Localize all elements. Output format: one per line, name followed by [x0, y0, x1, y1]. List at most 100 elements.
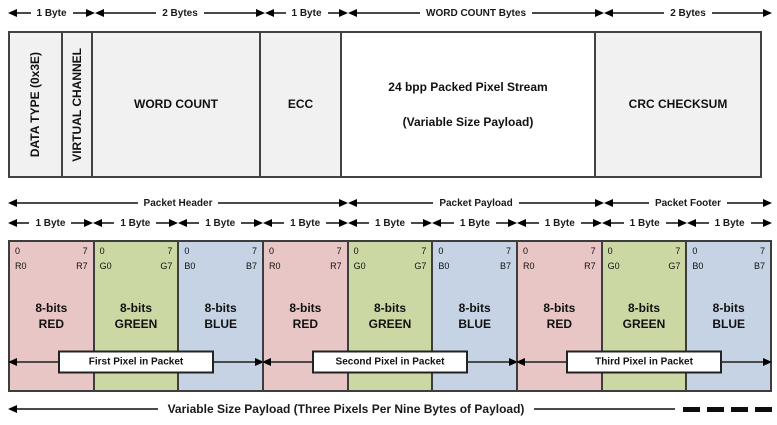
arrowhead-left-icon [347, 219, 357, 227]
byte-box-red: 0 7 R0 R7 8-bits RED [8, 240, 95, 392]
field-label: VIRTUAL CHANNEL [69, 47, 84, 162]
byte-channel-label: 8-bits RED [289, 301, 322, 332]
pixel-caption: Second Pixel in Packet [312, 350, 468, 374]
arrowhead-left-icon [8, 199, 17, 207]
bit-index-right: 7 [506, 246, 512, 256]
bit-index-left: 0 [438, 246, 444, 256]
signal-bit-right: G7 [414, 261, 427, 271]
section-label: Packet Footer [654, 197, 722, 209]
variable-payload-arrow: Variable Size Payload (Three Pixels Per … [8, 401, 772, 417]
bit-index-left: 0 [15, 246, 21, 256]
signal-bit-left: R0 [269, 261, 281, 271]
byte-label: 1 Byte [290, 217, 321, 229]
arrowhead-left-icon [177, 219, 187, 227]
arrowhead-right-icon [508, 219, 518, 227]
bit-index-left: 0 [184, 246, 190, 256]
arrowhead-right-icon [763, 199, 773, 207]
signal-bit-left: R0 [523, 261, 535, 271]
bit-index-right: 7 [675, 246, 681, 256]
arrowhead-right-icon [595, 199, 604, 207]
byte-label: 1 Byte [35, 217, 66, 229]
signal-bit-right: B7 [246, 261, 258, 271]
arrowhead-right-icon [168, 219, 178, 227]
byte-arrow: 1 Byte [687, 216, 773, 230]
arrowhead-left-icon [432, 219, 442, 227]
byte-arrow: 1 Byte [8, 216, 93, 230]
signal-bit-left: G0 [99, 261, 112, 271]
byte-channel-label: 8-bits GREEN [622, 301, 666, 332]
byte-channel-label: 8-bits GREEN [114, 301, 158, 332]
signal-bit-left: G0 [353, 261, 366, 271]
arrowhead-left-icon [687, 219, 697, 227]
bit-index-left: 0 [607, 246, 613, 256]
arrowhead-left-icon [516, 358, 525, 366]
bit-index-left: 0 [692, 246, 698, 256]
arrowhead-right-icon [338, 219, 348, 227]
signal-bit-right: R7 [76, 261, 88, 271]
arrowhead-left-icon [348, 9, 357, 17]
byte-arrow: 1 Byte [517, 216, 603, 230]
pixel-group-second: 0 7 R0 R7 8-bits RED 0 7 G0 G7 8-bits GREEN 0 7… [262, 240, 519, 392]
arrowhead-right-icon [593, 219, 603, 227]
signal-bit-right: G7 [668, 261, 681, 271]
byte-label: 1 Byte [544, 217, 575, 229]
byte-label: 1 Byte [375, 217, 406, 229]
pixel-caption: First Pixel in Packet [58, 350, 214, 374]
arrowhead-left-icon [262, 219, 272, 227]
section-arrow-header: Packet Header [8, 196, 348, 210]
dimension-arrow: 1 Byte [8, 6, 96, 20]
bit-index-left: 0 [353, 246, 359, 256]
dimension-arrow: 1 Byte [265, 6, 349, 20]
dimension-arrow: 2 Bytes [95, 6, 266, 20]
field-label: WORD COUNT [134, 97, 218, 111]
field-ecc: ECC [259, 31, 342, 178]
pixel-span-arrow: First Pixel in Packet [8, 349, 264, 375]
continuation-dashes-icon [683, 406, 772, 412]
section-label: Packet Payload [439, 197, 513, 209]
arrowhead-right-icon [509, 358, 518, 366]
dimension-label: 2 Bytes [162, 7, 198, 19]
arrowhead-left-icon [262, 358, 271, 366]
bit-index-right: 7 [421, 246, 427, 256]
pixel-span-arrow: Second Pixel in Packet [262, 349, 518, 375]
signal-bit-right: G7 [160, 261, 173, 271]
pixel-group-third: 0 7 R0 R7 8-bits RED 0 7 G0 G7 8-bits GREEN 0 7… [516, 240, 773, 392]
bit-index-right: 7 [82, 246, 88, 256]
pixel-caption: Third Pixel in Packet [566, 350, 722, 374]
section-arrow-payload: Packet Payload [348, 196, 604, 210]
arrowhead-left-icon [95, 9, 104, 17]
packet-fields-row: DATA TYPE (0x3E) VIRTUAL CHANNEL WORD CO… [8, 31, 772, 178]
byte-arrow: 1 Byte [262, 216, 348, 230]
byte-channel-label: 8-bits GREEN [368, 301, 412, 332]
field-data-type: DATA TYPE (0x3E) [8, 31, 63, 178]
dimension-label: 1 Byte [36, 7, 67, 19]
top-byte-arrows-row: 1 Byte 2 Bytes 1 Byte WORD COUNT Bytes 2… [8, 6, 773, 20]
field-label: CRC CHECKSUM [628, 97, 728, 111]
field-label: 24 bpp Packed Pixel Stream [388, 79, 548, 94]
bit-index-right: 7 [336, 246, 342, 256]
byte-box-blue: 0 7 B0 B7 8-bits BLUE [431, 240, 519, 392]
bit-index-left: 0 [523, 246, 529, 256]
section-arrow-footer: Packet Footer [604, 196, 773, 210]
arrowhead-left-icon [604, 9, 613, 17]
bit-index-right: 7 [167, 246, 173, 256]
signal-bit-left: R0 [15, 261, 27, 271]
arrowhead-right-icon [255, 358, 264, 366]
field-label: ECC [287, 97, 314, 111]
byte-channel-label: 8-bits RED [543, 301, 576, 332]
dimension-arrow: WORD COUNT Bytes [348, 6, 605, 20]
arrowhead-right-icon [763, 219, 773, 227]
section-label: Packet Header [143, 197, 213, 209]
bit-index-right: 7 [760, 246, 766, 256]
byte-label: 1 Byte [629, 217, 660, 229]
bit-index-left: 0 [99, 246, 105, 256]
byte-label: 1 Byte [459, 217, 490, 229]
arrowhead-left-icon [602, 219, 612, 227]
byte-arrow: 1 Byte [602, 216, 688, 230]
byte-label: 1 Byte [714, 217, 745, 229]
arrowhead-left-icon [92, 219, 102, 227]
signal-bit-left: B0 [184, 261, 196, 271]
arrowhead-left-icon [517, 219, 527, 227]
arrowhead-right-icon [423, 219, 433, 227]
